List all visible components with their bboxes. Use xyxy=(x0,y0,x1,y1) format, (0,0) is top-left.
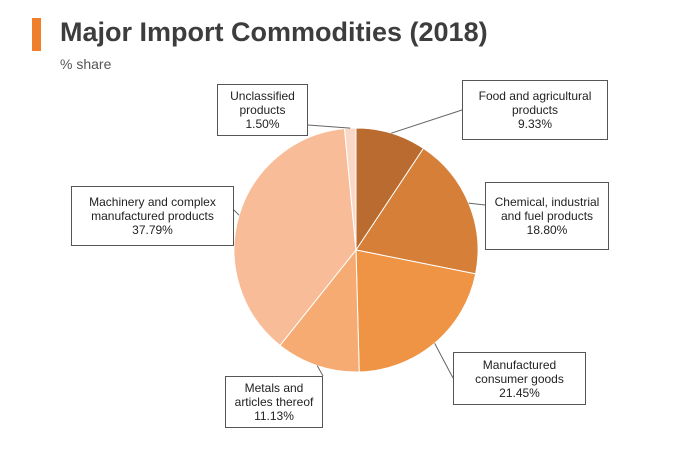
pie-slice-unclassified xyxy=(343,127,357,251)
chart-subtitle: % share xyxy=(60,56,112,72)
leader-line-unclassified xyxy=(307,124,351,129)
slice-label-name: Machinery and complex manufactured produ… xyxy=(89,195,216,223)
slice-label-consumer-goods: Manufactured consumer goods 21.45% xyxy=(453,352,586,405)
slice-label-value: 11.13% xyxy=(254,409,294,423)
slice-label-food: Food and agricultural products 9.33% xyxy=(462,80,608,140)
slice-label-value: 18.80% xyxy=(526,223,568,237)
slice-label-value: 37.79% xyxy=(132,223,173,237)
leader-line-metals xyxy=(316,365,324,377)
leader-line-consumer-goods xyxy=(434,343,454,379)
slice-label-machinery: Machinery and complex manufactured produ… xyxy=(71,186,234,246)
chart-title: Major Import Commodities (2018) xyxy=(60,17,488,47)
slice-label-metals: Metals and articles thereof 11.13% xyxy=(225,376,323,428)
slice-label-unclassified: Unclassified products 1.50% xyxy=(217,84,308,136)
slice-label-chemical: Chemical, industrial and fuel products 1… xyxy=(485,182,609,250)
title-accent-bar xyxy=(32,18,41,51)
leader-line-chemical xyxy=(468,202,486,206)
slice-label-name: Manufactured consumer goods xyxy=(475,357,564,386)
pie-slice-machinery xyxy=(233,127,357,347)
slice-label-name: Chemical, industrial and fuel products xyxy=(494,195,600,223)
pie-slices xyxy=(233,127,479,373)
leader-line-machinery xyxy=(233,209,240,216)
leader-line-food xyxy=(391,109,463,134)
slice-label-name: Metals and articles thereof xyxy=(234,381,314,409)
slice-label-name: Unclassified products xyxy=(230,89,295,117)
leader-lines xyxy=(233,109,486,379)
slice-label-value: 1.50% xyxy=(245,117,280,131)
slice-label-value: 21.45% xyxy=(499,385,540,400)
slice-label-value: 9.33% xyxy=(517,117,553,131)
slice-label-name: Food and agricultural products xyxy=(478,89,592,117)
